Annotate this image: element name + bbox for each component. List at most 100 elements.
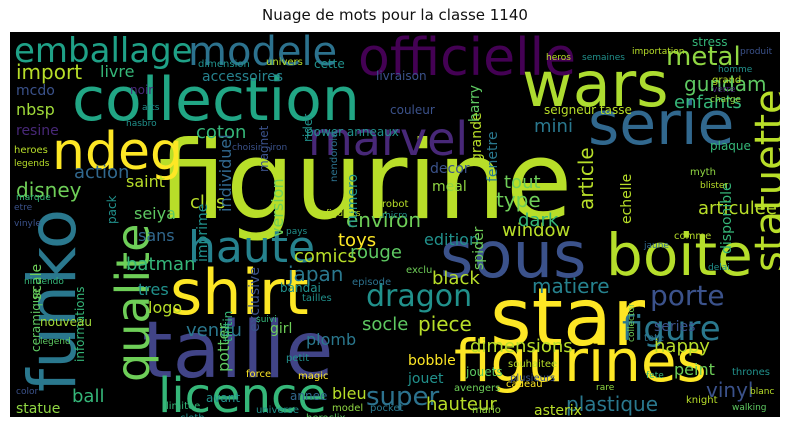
- cloud-word: girl: [270, 321, 293, 337]
- cloud-word: univers: [266, 57, 303, 68]
- cloud-word: mini: [534, 116, 573, 137]
- cloud-word: meal: [432, 179, 467, 195]
- cloud-word: avant: [206, 391, 241, 405]
- cloud-word: matiere: [532, 274, 610, 298]
- cloud-word: type: [496, 188, 541, 212]
- cloud-word: harry: [467, 84, 483, 122]
- cloud-word: stress: [692, 35, 728, 49]
- cloud-word: comme: [674, 231, 712, 242]
- cloud-word: cloth: [180, 414, 205, 418]
- cloud-word: spider: [471, 226, 487, 270]
- cloud-word: importation: [632, 47, 685, 57]
- cloud-word: dragon: [366, 279, 473, 314]
- cloud-word: officielle: [358, 32, 577, 88]
- cloud-word: emballage: [14, 32, 193, 71]
- cloud-word: figuarts: [326, 209, 361, 219]
- cloud-word: fete: [646, 371, 664, 381]
- cloud-word: verre: [712, 85, 736, 95]
- cloud-word: statue: [16, 401, 61, 417]
- cloud-word: universe: [256, 405, 299, 416]
- cloud-word: etre: [14, 203, 33, 213]
- cloud-word: articulee: [698, 198, 777, 219]
- cloud-word: statuette: [747, 89, 780, 272]
- cloud-word: wars: [522, 48, 669, 121]
- cloud-word: ball: [72, 386, 105, 407]
- cloud-word: tailles: [302, 293, 332, 304]
- cloud-word: version: [268, 178, 287, 237]
- cloud-word: dimension: [198, 59, 250, 70]
- cloud-word: star: [490, 271, 645, 364]
- cloud-word: force: [246, 369, 272, 380]
- cloud-word: marvel: [308, 112, 469, 166]
- cloud-word: jouets: [466, 365, 503, 379]
- cloud-word: import: [16, 60, 83, 84]
- cloud-word: disney: [16, 178, 82, 202]
- cloud-word: marque: [16, 193, 51, 203]
- cloud-word: produit: [740, 47, 773, 57]
- cloud-word: jouet: [408, 371, 444, 387]
- cloud-word: mario: [472, 405, 501, 416]
- cloud-word: model: [332, 403, 364, 414]
- cloud-word: heroes: [14, 145, 48, 156]
- cloud-word: limitee: [166, 401, 201, 412]
- cloud-word: black: [432, 268, 480, 289]
- cloud-word: boite: [606, 221, 753, 289]
- cloud-word: taille: [142, 306, 334, 396]
- cloud-word: bandai: [280, 281, 321, 295]
- cloud-word: dark: [518, 210, 559, 231]
- cloud-word: porte: [650, 279, 725, 312]
- cloud-word: batman: [126, 254, 196, 275]
- cloud-word: episode: [352, 277, 392, 288]
- cloud-word: cles: [190, 192, 226, 213]
- cloud-word: comics: [294, 246, 357, 267]
- cloud-word: arts: [142, 103, 160, 113]
- cloud-word: socle: [362, 314, 409, 335]
- cloud-word: blister: [700, 181, 729, 191]
- cloud-word: shirt: [170, 256, 309, 329]
- cloud-word: toys: [338, 230, 377, 251]
- cloud-word: iron: [270, 143, 288, 153]
- cloud-word: sans: [138, 226, 175, 245]
- cloud-word: noir: [130, 83, 154, 97]
- cloud-word: gundam: [684, 72, 767, 96]
- cloud-word: plusieurs: [510, 373, 556, 384]
- cloud-word: plaque: [710, 139, 751, 153]
- cloud-word: coton: [196, 122, 247, 143]
- cloud-word: rouge: [350, 242, 402, 263]
- cloud-word: numero: [345, 173, 361, 228]
- cloud-word: mcdo: [16, 83, 55, 99]
- cloud-word: action: [74, 162, 130, 183]
- cloud-word: figurine: [158, 119, 573, 244]
- cloud-word: vendu: [186, 320, 242, 341]
- cloud-word: series: [654, 319, 696, 335]
- cloud-word: japan: [288, 262, 344, 286]
- cloud-word: livraison: [376, 69, 427, 83]
- cloud-word: article: [574, 147, 598, 210]
- cloud-word: heros: [546, 53, 571, 63]
- cloud-word: power anneaux: [306, 125, 399, 139]
- cloud-word: pack: [105, 195, 119, 224]
- cloud-word: blanc: [750, 387, 775, 397]
- cloud-word: tout: [504, 172, 541, 193]
- cloud-word: micro: [382, 211, 408, 221]
- cloud-word: saint: [126, 172, 165, 191]
- cloud-word: sous: [440, 219, 587, 293]
- cloud-word: collection: [72, 65, 360, 135]
- cloud-word: couleur: [390, 103, 435, 117]
- cloud-word: peint: [674, 360, 715, 379]
- cloud-word: pays: [286, 227, 308, 237]
- cloud-word: imprime: [195, 203, 211, 262]
- cloud-word: grand: [712, 75, 742, 86]
- word-cloud: figurine collection wars officielle serie mod…: [10, 32, 780, 417]
- cloud-word: super: [366, 382, 440, 412]
- cloud-word: piece: [418, 312, 472, 336]
- cloud-word: seigneur tasse: [544, 103, 632, 117]
- cloud-word: homme: [718, 65, 753, 75]
- cloud-word: modele: [188, 32, 338, 75]
- cloud-word: happy: [654, 336, 710, 357]
- cloud-word: knight: [686, 395, 718, 406]
- cloud-word: annee: [290, 389, 328, 403]
- cloud-word: myth: [690, 167, 716, 178]
- cloud-word: rider: [301, 113, 315, 142]
- cloud-word: semaines: [582, 53, 625, 63]
